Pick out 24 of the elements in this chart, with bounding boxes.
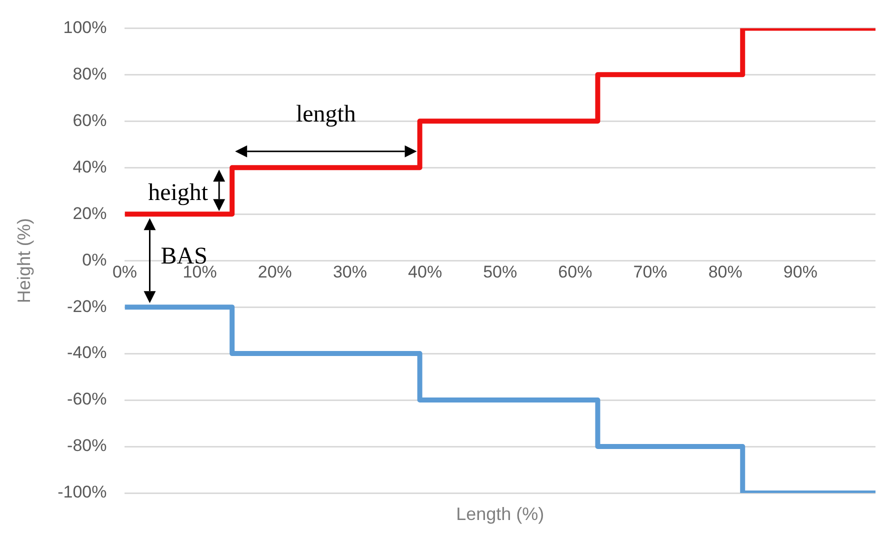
y-tick-label: -100%	[58, 482, 107, 502]
x-tick-label: 40%	[408, 262, 442, 282]
y-tick-label: 0%	[82, 250, 107, 270]
y-tick-label: 80%	[72, 64, 107, 84]
y-tick-label: -60%	[67, 390, 107, 409]
y-tick-label: -40%	[67, 343, 107, 362]
annotation: length	[296, 102, 356, 128]
y-tick-label: -20%	[67, 296, 107, 316]
y-tick-label: 20%	[72, 204, 107, 223]
y-axis-title: Height (%)	[14, 218, 34, 304]
x-tick-label: 90%	[783, 262, 818, 282]
x-axis-title: Length (%)	[456, 504, 544, 524]
x-tick-label: 30%	[332, 262, 367, 282]
annotation: height	[148, 180, 208, 206]
x-tick-label: 0%	[112, 262, 138, 282]
y-tick-label: -80%	[67, 436, 107, 456]
y-tick-label: 60%	[72, 110, 107, 130]
x-tick-label: 80%	[708, 262, 742, 282]
x-tick-label: 60%	[558, 262, 592, 282]
y-tick-label: 100%	[63, 18, 107, 37]
x-tick-label: 20%	[258, 262, 292, 282]
x-tick-label: 50%	[483, 262, 518, 282]
y-tick-label: 40%	[72, 157, 107, 176]
x-tick-label: 70%	[633, 262, 668, 282]
